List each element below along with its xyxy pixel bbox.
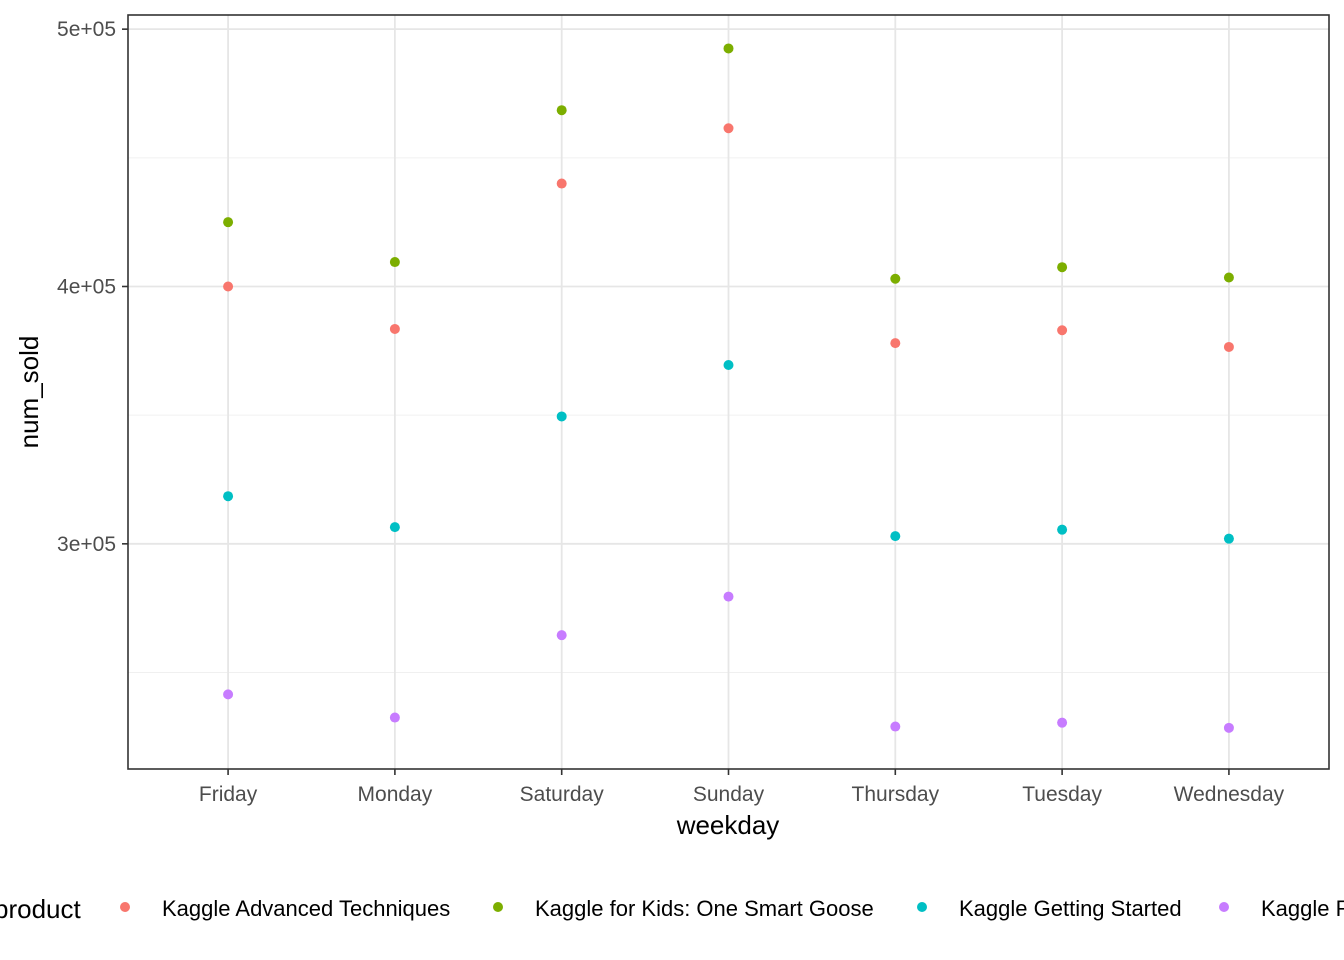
legend-label: Kaggle Advanced Techniques (162, 896, 450, 921)
legend-key (917, 902, 927, 912)
x-tick-label: Sunday (693, 783, 765, 806)
data-point (724, 592, 734, 602)
data-point (557, 411, 567, 421)
x-tick-label: Monday (358, 783, 433, 806)
y-tick-label: 4e+05 (57, 275, 116, 298)
data-point (1224, 342, 1234, 352)
y-tick-label: 3e+05 (57, 533, 116, 556)
data-point (890, 722, 900, 732)
data-point (223, 281, 233, 291)
data-point (557, 630, 567, 640)
data-point (557, 105, 567, 115)
data-point (223, 491, 233, 501)
legend-key (1219, 902, 1229, 912)
data-point (890, 531, 900, 541)
data-point (1224, 534, 1234, 544)
data-point (390, 522, 400, 532)
x-axis-title: weekday (676, 810, 780, 840)
x-tick-label: Wednesday (1174, 783, 1285, 806)
legend-key (120, 902, 130, 912)
data-point (1057, 525, 1067, 535)
data-point (724, 43, 734, 53)
data-point (390, 257, 400, 267)
legend-title: product (0, 894, 81, 924)
x-tick-label: Friday (199, 783, 258, 806)
legend: product Kaggle Advanced Techniques Kaggle… (0, 894, 1344, 924)
data-point (890, 274, 900, 284)
y-axis-title: num_sold (14, 336, 44, 449)
data-point (223, 217, 233, 227)
x-tick-label: Saturday (520, 783, 605, 806)
legend-label: Kaggle Recipe Book (1261, 896, 1344, 921)
data-point (1057, 718, 1067, 728)
legend-items: Kaggle Advanced Techniques Kaggle for Kid… (120, 896, 1344, 921)
data-point (390, 324, 400, 334)
x-tick-label: Thursday (852, 783, 940, 806)
data-point (1057, 262, 1067, 272)
data-point (1057, 325, 1067, 335)
x-tick-label: Tuesday (1022, 783, 1102, 806)
data-point (1224, 723, 1234, 733)
y-tick-label: 5e+05 (57, 18, 116, 41)
data-point (557, 179, 567, 189)
data-point (1224, 272, 1234, 282)
legend-key (493, 902, 503, 912)
legend-label: Kaggle for Kids: One Smart Goose (535, 896, 874, 921)
legend-label: Kaggle Getting Started (959, 896, 1182, 921)
data-point (724, 360, 734, 370)
data-point (890, 338, 900, 348)
data-point (390, 713, 400, 723)
data-point (223, 689, 233, 699)
data-point (724, 123, 734, 133)
